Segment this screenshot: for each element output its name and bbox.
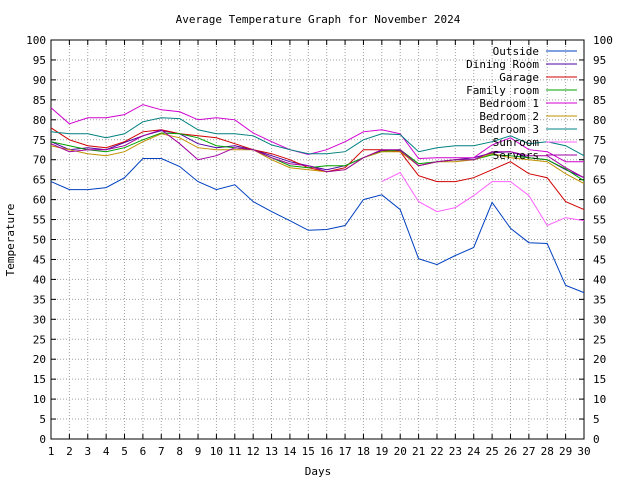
x-tick-label: 20 [394,445,407,458]
x-tick-label: 12 [247,445,260,458]
legend-label: Bedroom 2 [479,110,539,123]
series-line-bedroom-1 [50,104,584,163]
y-tick-label-right: 75 [593,134,606,147]
legend-label: Servers [493,149,539,162]
x-tick-label: 10 [210,445,223,458]
x-tick-label: 23 [449,445,462,458]
y-tick-label: 25 [33,333,46,346]
y-tick-label-right: 10 [593,393,606,406]
x-tick-label: 8 [176,445,183,458]
x-tick-label: 4 [103,445,110,458]
series-group [50,104,585,294]
y-tick-label-right: 0 [593,433,600,446]
x-tick-label: 3 [84,445,91,458]
x-tick-label: 16 [320,445,333,458]
y-tick-label-right: 30 [593,313,606,326]
y-tick-label: 75 [33,134,46,147]
x-tick-label: 17 [338,445,351,458]
y-tick-label: 60 [33,194,46,207]
x-tick-label: 18 [357,445,370,458]
y-tick-label-right: 20 [593,353,606,366]
y-tick-label-right: 70 [593,154,606,167]
x-tick-label: 9 [195,445,202,458]
series-line-servers [50,129,585,179]
x-tick-label: 25 [485,445,498,458]
x-tick-label: 22 [430,445,443,458]
y-tick-label: 85 [33,94,46,107]
legend-label: Family room [466,84,539,97]
y-tick-label-right: 65 [593,174,606,187]
y-tick-label: 45 [33,253,46,266]
y-tick-label-right: 45 [593,253,606,266]
y-tick-label-right: 100 [593,34,613,47]
y-tick-label-right: 80 [593,114,606,127]
y-tick-label-right: 55 [593,214,606,227]
y-tick-label-right: 35 [593,293,606,306]
chart-title: Average Temperature Graph for November 2… [176,13,461,26]
legend-label: Garage [499,71,539,84]
x-tick-label: 24 [467,445,481,458]
y-tick-label: 55 [33,214,46,227]
y-tick-label: 40 [33,273,46,286]
y-tick-label: 5 [39,413,46,426]
series-line-bedroom-2 [50,133,585,185]
legend-label: Dining Room [466,58,539,71]
x-tick-label: 21 [412,445,425,458]
y-tick-label-right: 85 [593,94,606,107]
y-tick-label: 90 [33,74,46,87]
y-tick-label-right: 40 [593,273,606,286]
y-tick-label: 50 [33,234,46,247]
y-tick-label: 35 [33,293,46,306]
x-tick-label: 1 [48,445,55,458]
y-tick-label: 65 [33,174,46,187]
x-tick-label: 14 [283,445,297,458]
x-tick-label: 15 [302,445,315,458]
y-tick-label-right: 50 [593,234,606,247]
legend-label: Bedroom 1 [479,97,539,110]
y-tick-label: 10 [33,393,46,406]
x-tick-label: 13 [265,445,278,458]
series-line-sunroom [381,171,585,227]
series-line-bedroom-3 [50,117,585,157]
y-axis-label: Temperature [4,204,17,277]
plot-frame [50,39,585,440]
legend-label: Bedroom 3 [479,123,539,136]
x-axis-label: Days [305,465,332,478]
legend-label: Outside [493,45,539,58]
x-tick-label: 11 [228,445,241,458]
y-tick-label: 15 [33,373,46,386]
y-tick-label: 100 [26,34,46,47]
series-line-garage [50,127,585,211]
y-tick-label: 20 [33,353,46,366]
y-tick-label: 30 [33,313,46,326]
x-tick-label: 27 [522,445,535,458]
x-tick-label: 5 [121,445,128,458]
x-tick-label: 6 [140,445,147,458]
x-tick-label: 7 [158,445,165,458]
y-tick-label-right: 5 [593,413,600,426]
x-tick-label: 19 [375,445,388,458]
y-tick-label-right: 60 [593,194,606,207]
legend-label: Sunroom [493,136,540,149]
series-line-outside [50,158,585,294]
y-tick-label: 0 [39,433,46,446]
grid-lines [51,40,584,439]
series-line-family-room [50,132,585,182]
y-tick-label-right: 15 [593,373,606,386]
x-tick-label: 26 [504,445,517,458]
x-tick-label: 29 [559,445,572,458]
y-tick-label-right: 95 [593,54,606,67]
y-tick-label: 95 [33,54,46,67]
x-tick-label: 28 [541,445,554,458]
x-tick-label: 30 [577,445,590,458]
x-tick-label: 2 [66,445,73,458]
y-tick-label-right: 90 [593,74,606,87]
y-tick-label: 80 [33,114,46,127]
y-tick-label-right: 25 [593,333,606,346]
y-tick-label: 70 [33,154,46,167]
